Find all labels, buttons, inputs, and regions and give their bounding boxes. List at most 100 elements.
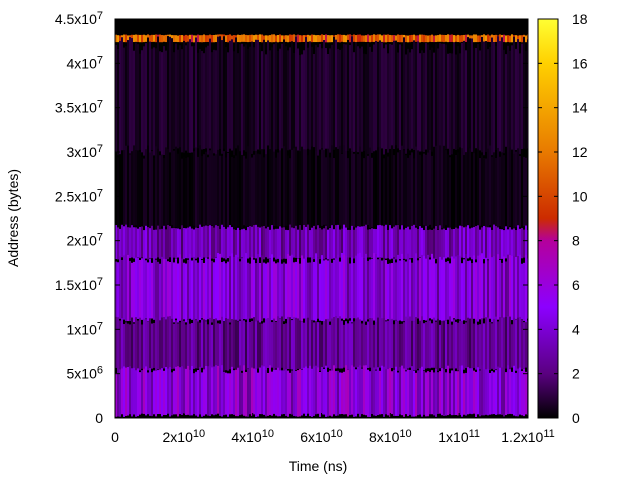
heatmap-cell: [425, 43, 427, 150]
heatmap-cell: [299, 225, 301, 258]
heatmap-cell: [259, 154, 261, 228]
heatmap-cell: [499, 34, 501, 43]
heatmap-cell: [451, 229, 453, 259]
heatmap-cell: [399, 323, 401, 368]
heatmap-cell: [503, 256, 505, 319]
heatmap-cell: [233, 229, 235, 259]
heatmap-cell: [333, 259, 335, 321]
heatmap-cell: [459, 365, 461, 415]
heatmap-cell: [181, 225, 183, 259]
heatmap-cell: [195, 37, 197, 151]
heatmap-cell: [255, 39, 257, 154]
heatmap-cell: [287, 230, 289, 260]
heatmap-cell: [151, 48, 153, 151]
heatmap-cell: [437, 147, 439, 230]
heatmap-cell: [427, 254, 429, 320]
heatmap-cell: [125, 224, 127, 259]
heatmap-cell: [397, 320, 399, 371]
heatmap-cell: [321, 255, 323, 322]
heatmap-cell: [153, 229, 155, 258]
heatmap-cell: [227, 373, 229, 417]
heatmap-cell: [507, 254, 509, 323]
heatmap-cell: [375, 321, 377, 370]
heatmap-cell: [117, 317, 119, 369]
heatmap-cell: [235, 229, 237, 258]
heatmap-cell: [135, 370, 137, 417]
heatmap-cell: [255, 34, 257, 42]
heatmap-cell: [311, 46, 313, 153]
heatmap-cell: [429, 371, 431, 415]
heatmap-cell: [429, 320, 431, 369]
heatmap-cell: [387, 263, 389, 320]
heatmap-cell: [491, 229, 493, 258]
heatmap-cell: [297, 229, 299, 259]
heatmap-cell: [241, 154, 243, 230]
heatmap-cell: [149, 41, 151, 154]
heatmap-cell: [333, 158, 335, 226]
heatmap-cell: [173, 370, 175, 415]
heatmap-cell: [467, 225, 469, 259]
heatmap-cell: [391, 44, 393, 153]
heatmap-cell: [405, 316, 407, 371]
heatmap-cell: [401, 365, 403, 416]
heatmap-cell: [211, 225, 213, 259]
heatmap-cell: [525, 51, 527, 150]
heatmap-cell: [287, 254, 289, 321]
heatmap-cell: [395, 366, 397, 416]
heatmap-cell: [267, 226, 269, 259]
heatmap-cell: [513, 365, 515, 416]
heatmap-cell: [469, 148, 471, 227]
heatmap-cell: [491, 156, 493, 228]
heatmap-cell: [399, 44, 401, 152]
heatmap-cell: [277, 316, 279, 371]
heatmap-cell: [289, 224, 291, 258]
heatmap-cell: [181, 158, 183, 227]
heatmap-cell: [197, 156, 199, 227]
heatmap-cell: [515, 319, 517, 371]
heatmap-cell: [333, 229, 335, 259]
heatmap-cell: [309, 365, 311, 417]
heatmap-cell: [363, 258, 365, 320]
heatmap-cell: [485, 41, 487, 152]
heatmap-cell: [195, 147, 197, 229]
heatmap-cell: [373, 151, 375, 227]
heatmap-cell: [445, 372, 447, 416]
heatmap-cell: [137, 368, 139, 417]
heatmap-cell: [257, 39, 259, 150]
heatmap-cell: [369, 318, 371, 368]
heatmap-cell: [191, 365, 193, 416]
heatmap-cell: [377, 34, 379, 42]
heatmap-cell: [419, 34, 421, 43]
heatmap-cell: [183, 228, 185, 260]
heatmap-cell: [443, 369, 445, 416]
heatmap-cell: [137, 257, 139, 319]
heatmap-cell: [187, 227, 189, 259]
heatmap-cell: [127, 35, 129, 42]
heatmap-cell: [333, 317, 335, 368]
heatmap-cell: [351, 225, 353, 259]
heatmap-cell: [433, 372, 435, 416]
heatmap-cell: [379, 257, 381, 319]
heatmap-cell: [339, 145, 341, 226]
heatmap-cell: [367, 155, 369, 226]
heatmap-cell: [147, 262, 149, 322]
heatmap-cell: [359, 48, 361, 154]
heatmap-cell: [115, 316, 117, 368]
heatmap-cell: [273, 44, 275, 156]
heatmap-cell: [211, 35, 213, 43]
heatmap-cell: [255, 150, 257, 228]
heatmap-cell: [419, 226, 421, 258]
heatmap-cell: [425, 322, 427, 369]
heatmap-cell: [477, 225, 479, 259]
heatmap-cell: [391, 35, 393, 43]
heatmap-cell: [271, 254, 273, 321]
heatmap-cell: [121, 368, 123, 415]
heatmap-cell: [305, 258, 307, 322]
heatmap-cell: [487, 34, 489, 42]
heatmap-cell: [385, 44, 387, 150]
heatmap-cell: [209, 317, 211, 368]
heatmap-cell: [503, 317, 505, 371]
heatmap-cell: [203, 53, 205, 150]
heatmap-cell: [439, 225, 441, 258]
heatmap-cell: [497, 254, 499, 320]
